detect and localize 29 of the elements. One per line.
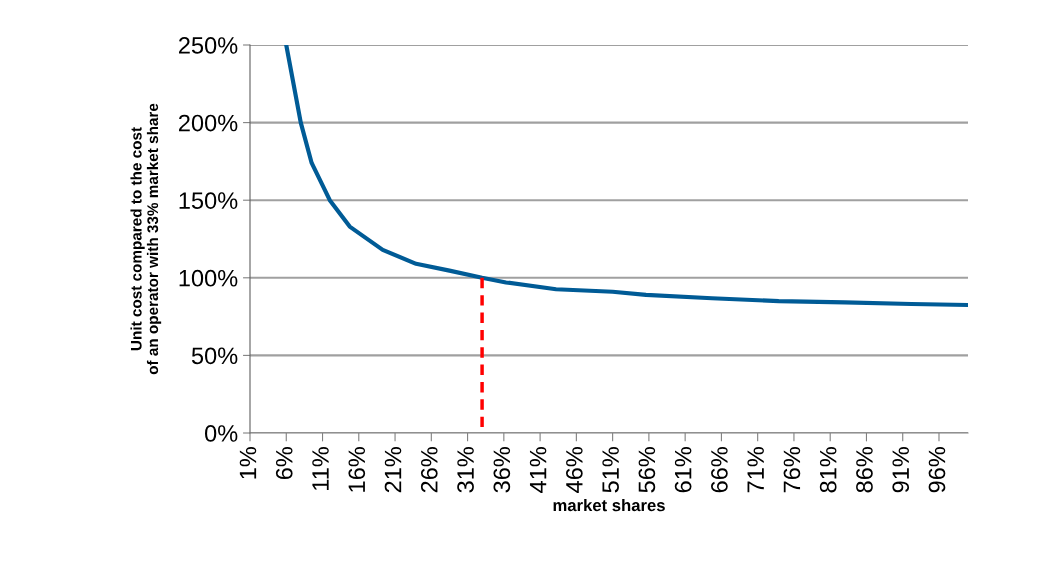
x-tick-label: 36% (493, 447, 511, 493)
x-tick-label: 26% (420, 447, 438, 493)
x-tick-label: 86% (856, 447, 873, 493)
x-tick-label: 96% (928, 447, 946, 493)
x-axis-title: market shares (553, 499, 665, 512)
x-tick-label: 1% (239, 447, 257, 479)
x-tick-label: 76% (783, 447, 801, 493)
x-tick-label: 46% (565, 447, 583, 493)
x-tick-label: 31% (457, 447, 474, 493)
x-tick-label: 56% (638, 447, 656, 493)
x-tick-label: 81% (819, 447, 837, 493)
y-tick-label: 0% (204, 425, 238, 442)
y-tick-label: 100% (179, 269, 238, 287)
x-tick-label: 21% (384, 447, 402, 493)
x-tick-label: 6% (275, 447, 293, 480)
x-tick-label: 66% (711, 447, 728, 493)
y-tick-label: 150% (179, 192, 238, 209)
line-series (284, 45, 968, 308)
x-tick-label: 41% (529, 447, 547, 493)
x-tick-label: 61% (674, 447, 692, 493)
x-tick-label: 91% (892, 447, 910, 493)
x-tick-label: 51% (602, 447, 619, 493)
x-tick-label: 16% (348, 447, 366, 492)
y-axis-title: Unit cost compared to the cost of an operator with 33% market share (130, 103, 162, 375)
y-tick-label: 250% (179, 37, 238, 54)
y-tick-label: 50% (191, 347, 238, 365)
x-tick-label: 71% (747, 447, 764, 493)
y-tick-label: 200% (179, 114, 238, 132)
x-tick-label: 11% (312, 447, 329, 490)
